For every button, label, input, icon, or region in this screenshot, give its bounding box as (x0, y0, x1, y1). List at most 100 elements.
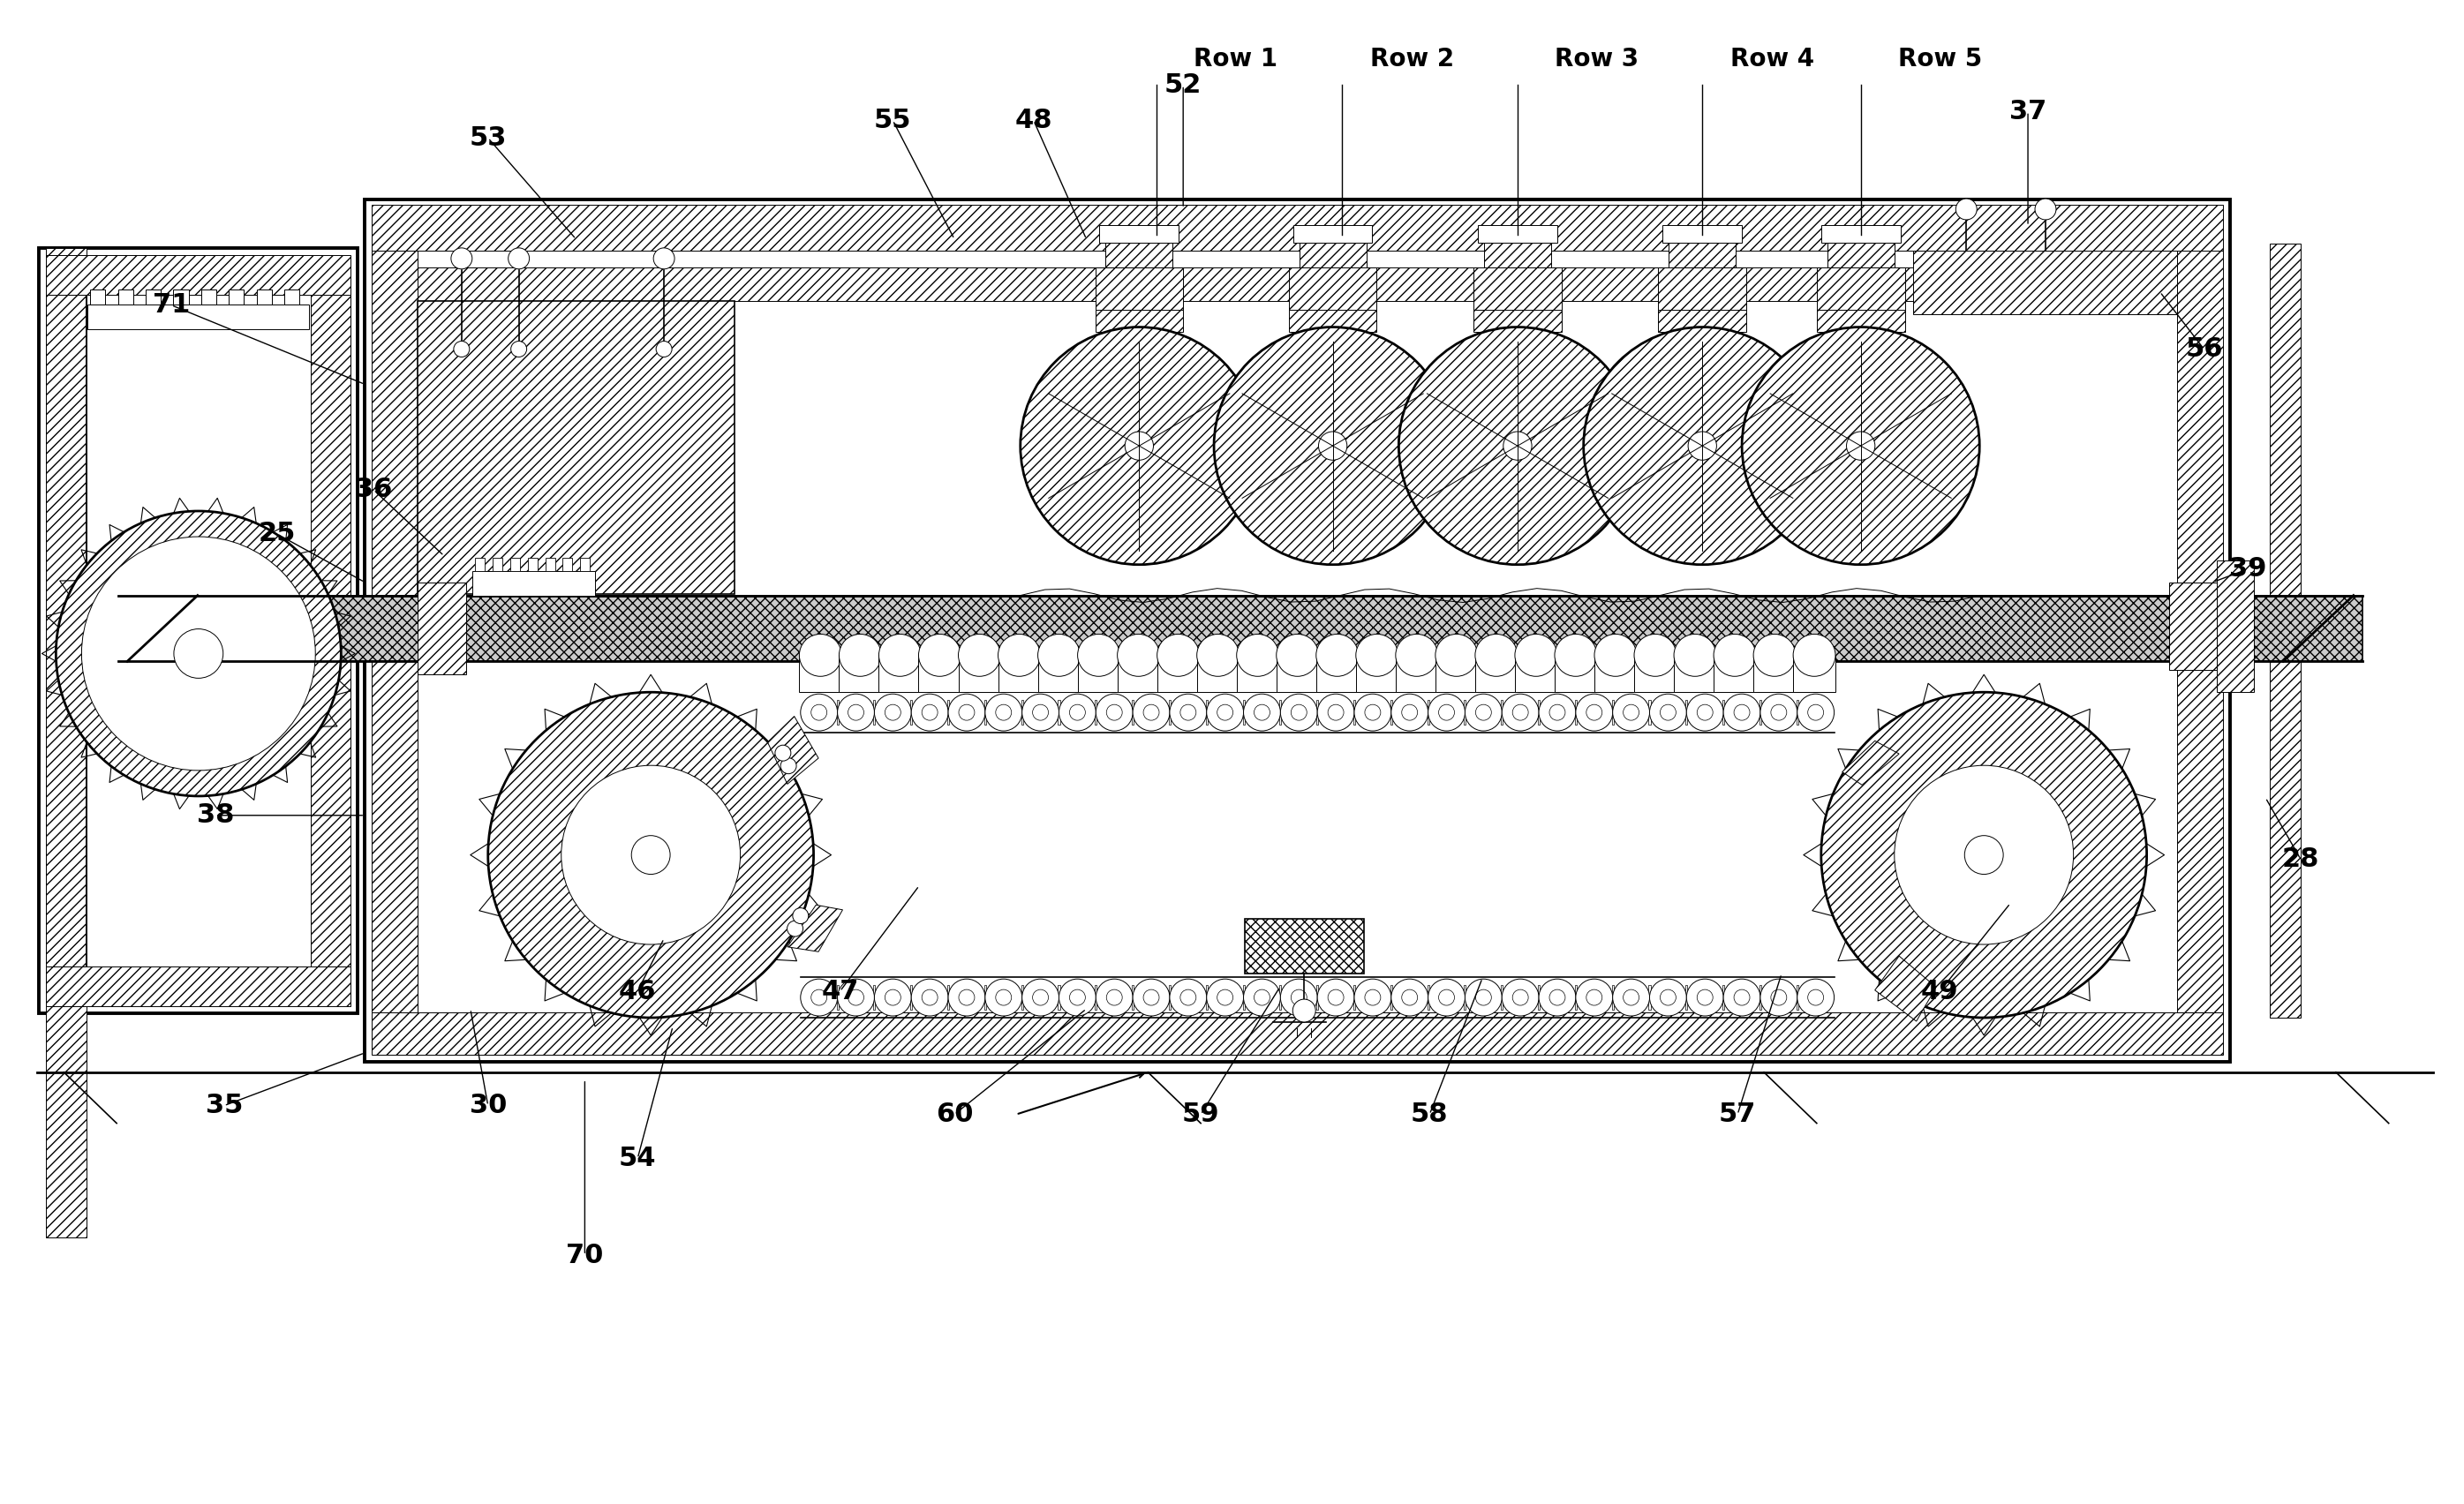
Text: Row 4: Row 4 (1730, 47, 1814, 71)
Bar (1668, 242, 1735, 268)
Polygon shape (769, 716, 818, 784)
Bar (1116, 656, 1161, 692)
Circle shape (1291, 990, 1306, 1005)
Circle shape (1754, 635, 1796, 677)
Bar (510, 558, 520, 572)
Circle shape (1624, 990, 1639, 1005)
Bar (1658, 301, 1747, 331)
Circle shape (81, 537, 315, 770)
Circle shape (1515, 635, 1557, 677)
Polygon shape (788, 905, 843, 952)
Circle shape (880, 635, 922, 677)
Bar (1077, 656, 1119, 692)
Circle shape (1294, 999, 1316, 1023)
Bar (1094, 268, 1183, 310)
Bar (372, 1012, 2223, 1054)
Circle shape (1772, 704, 1786, 720)
Circle shape (1143, 704, 1158, 720)
Circle shape (1956, 199, 1976, 220)
Circle shape (1624, 704, 1639, 720)
Circle shape (1069, 990, 1084, 1005)
Circle shape (1513, 704, 1528, 720)
Bar (1515, 656, 1557, 692)
Circle shape (1060, 979, 1096, 1015)
Text: 52: 52 (1165, 72, 1202, 98)
Circle shape (912, 979, 949, 1015)
Circle shape (1735, 704, 1749, 720)
Text: 53: 53 (468, 125, 508, 150)
Circle shape (1158, 635, 1200, 677)
Circle shape (1466, 979, 1503, 1015)
Circle shape (1143, 990, 1158, 1005)
Circle shape (2035, 199, 2055, 220)
Circle shape (1550, 990, 1565, 1005)
Circle shape (1365, 704, 1380, 720)
Circle shape (1170, 693, 1207, 731)
Polygon shape (1843, 741, 1900, 785)
Circle shape (1392, 979, 1429, 1015)
Circle shape (1116, 635, 1161, 677)
Circle shape (508, 248, 530, 269)
Circle shape (801, 693, 838, 731)
Circle shape (1180, 990, 1195, 1005)
Circle shape (838, 979, 875, 1015)
Bar (1676, 301, 1730, 326)
Circle shape (1060, 693, 1096, 731)
Text: 71: 71 (153, 292, 190, 317)
Circle shape (1281, 693, 1318, 731)
Text: 39: 39 (2230, 556, 2267, 582)
Circle shape (1207, 693, 1244, 731)
Circle shape (1742, 326, 1979, 564)
Text: 70: 70 (567, 1242, 604, 1268)
Circle shape (1318, 432, 1348, 460)
Circle shape (1355, 635, 1397, 677)
Circle shape (922, 990, 939, 1005)
Circle shape (1594, 635, 1636, 677)
Bar (1316, 656, 1358, 692)
Text: 25: 25 (259, 520, 296, 546)
Circle shape (1634, 635, 1676, 677)
Bar (89, 304, 310, 329)
Bar (1237, 656, 1279, 692)
Circle shape (1318, 979, 1355, 1015)
Circle shape (1688, 432, 1717, 460)
Bar (416, 268, 2178, 301)
Text: 55: 55 (875, 108, 912, 134)
Circle shape (1355, 693, 1392, 731)
Bar (47, 967, 350, 1006)
Bar (1816, 301, 1905, 331)
Text: 38: 38 (197, 803, 234, 829)
Circle shape (1540, 693, 1577, 731)
Circle shape (1555, 635, 1597, 677)
Bar (47, 248, 86, 1238)
Circle shape (1032, 704, 1047, 720)
Circle shape (1429, 979, 1466, 1015)
Text: 60: 60 (936, 1101, 973, 1128)
Circle shape (958, 704, 976, 720)
Circle shape (1328, 704, 1343, 720)
Bar (118, 289, 133, 304)
Bar (310, 295, 350, 967)
Circle shape (1069, 704, 1084, 720)
Circle shape (995, 704, 1013, 720)
Bar (1828, 242, 1895, 268)
Bar (958, 656, 1000, 692)
Bar (1483, 242, 1550, 268)
Text: 58: 58 (1412, 1101, 1449, 1128)
Circle shape (488, 692, 813, 1018)
Bar (476, 558, 485, 572)
Circle shape (786, 920, 803, 937)
Circle shape (1077, 635, 1119, 677)
Bar (1294, 226, 1372, 242)
Bar (1158, 656, 1200, 692)
Bar (1355, 656, 1397, 692)
Circle shape (655, 341, 673, 356)
Bar (1395, 656, 1439, 692)
Circle shape (1217, 704, 1232, 720)
Bar (545, 558, 554, 572)
Circle shape (1722, 979, 1759, 1015)
Circle shape (1198, 635, 1239, 677)
Circle shape (949, 693, 986, 731)
Circle shape (1106, 990, 1121, 1005)
Circle shape (1037, 635, 1079, 677)
